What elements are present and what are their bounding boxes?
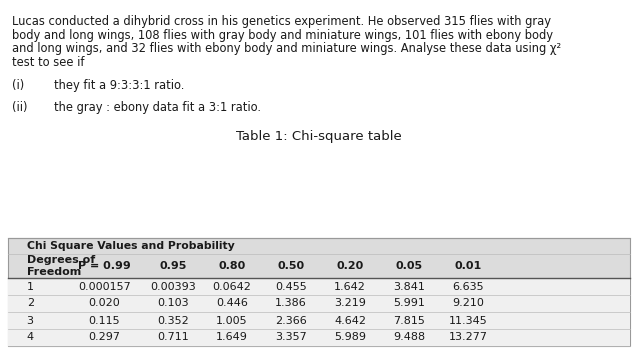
Text: 9.210: 9.210 (452, 299, 484, 308)
Text: 1.642: 1.642 (334, 281, 366, 292)
Bar (8, 329, 630, 346)
Text: 0.00393: 0.00393 (150, 281, 196, 292)
Text: 9.488: 9.488 (393, 332, 426, 343)
Bar (8, 295, 630, 312)
Text: 3.841: 3.841 (393, 281, 425, 292)
Text: (ii): (ii) (12, 100, 27, 113)
Text: 0.01: 0.01 (455, 261, 482, 271)
Text: 2.366: 2.366 (275, 315, 307, 326)
Text: 0.711: 0.711 (157, 332, 189, 343)
Text: 0.000157: 0.000157 (78, 281, 131, 292)
Text: 0.20: 0.20 (336, 261, 364, 271)
Text: 11.345: 11.345 (449, 315, 487, 326)
Text: 13.277: 13.277 (449, 332, 488, 343)
Text: 0.020: 0.020 (89, 299, 121, 308)
Bar (8, 312, 630, 329)
Bar (8, 278, 630, 295)
Text: 0.455: 0.455 (275, 281, 307, 292)
Text: 1.649: 1.649 (216, 332, 248, 343)
Text: they fit a 9:3:3:1 ratio.: they fit a 9:3:3:1 ratio. (54, 79, 184, 92)
Text: 0.446: 0.446 (216, 299, 248, 308)
Text: 0.0642: 0.0642 (212, 281, 251, 292)
Text: the gray : ebony data fit a 3:1 ratio.: the gray : ebony data fit a 3:1 ratio. (54, 100, 261, 113)
Bar (8, 238, 630, 346)
Text: 7.815: 7.815 (393, 315, 425, 326)
Text: 0.103: 0.103 (157, 299, 189, 308)
Text: 0.50: 0.50 (278, 261, 304, 271)
Text: Chi Square Values and Probability: Chi Square Values and Probability (27, 241, 234, 251)
Text: 4.642: 4.642 (334, 315, 366, 326)
Text: 0.115: 0.115 (89, 315, 120, 326)
Text: (i): (i) (12, 79, 24, 92)
Text: 0.352: 0.352 (157, 315, 189, 326)
Text: 4: 4 (27, 332, 34, 343)
Text: 1: 1 (27, 281, 34, 292)
Text: 5.989: 5.989 (334, 332, 366, 343)
Text: 3.219: 3.219 (334, 299, 366, 308)
Text: test to see if: test to see if (12, 56, 84, 69)
Text: body and long wings, 108 flies with gray body and miniature wings, 101 flies wit: body and long wings, 108 flies with gray… (12, 28, 553, 42)
Text: Table 1: Chi-square table: Table 1: Chi-square table (236, 130, 402, 143)
Text: 3.357: 3.357 (275, 332, 307, 343)
Text: 0.05: 0.05 (396, 261, 423, 271)
Text: 3: 3 (27, 315, 34, 326)
Text: 6.635: 6.635 (452, 281, 484, 292)
Text: 2: 2 (27, 299, 34, 308)
Text: 0.95: 0.95 (159, 261, 186, 271)
Text: 1.386: 1.386 (275, 299, 307, 308)
Text: Lucas conducted a dihybrid cross in his genetics experiment. He observed 315 fli: Lucas conducted a dihybrid cross in his … (12, 15, 551, 28)
Text: 5.991: 5.991 (393, 299, 425, 308)
Text: Degrees of
Freedom: Degrees of Freedom (27, 255, 95, 277)
Text: 1.005: 1.005 (216, 315, 248, 326)
Text: 0.80: 0.80 (218, 261, 246, 271)
Text: and long wings, and 32 flies with ebony body and miniature wings. Analyse these : and long wings, and 32 flies with ebony … (12, 42, 561, 55)
Text: 0.297: 0.297 (89, 332, 121, 343)
Text: P = 0.99: P = 0.99 (78, 261, 131, 271)
